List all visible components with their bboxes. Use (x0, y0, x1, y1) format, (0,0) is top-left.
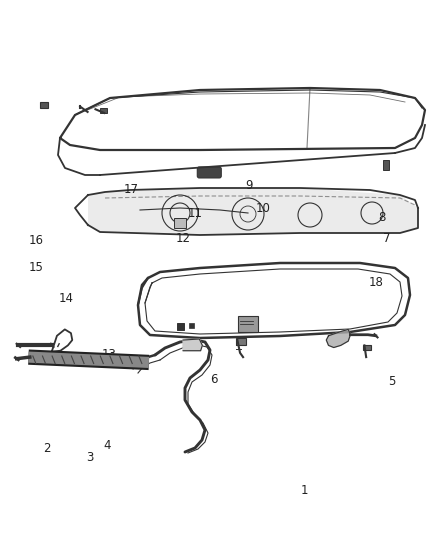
Text: 11: 11 (187, 207, 202, 220)
Text: 13: 13 (101, 348, 116, 361)
Polygon shape (326, 329, 350, 348)
Text: 6: 6 (210, 373, 218, 386)
Text: 8: 8 (378, 211, 385, 224)
Text: 16: 16 (28, 235, 43, 247)
Bar (100, 108, 107, 112)
Text: 12: 12 (176, 232, 191, 245)
Text: 2: 2 (43, 442, 51, 455)
Text: 1: 1 (300, 484, 308, 497)
Bar (363, 345, 371, 350)
Text: 15: 15 (28, 261, 43, 274)
Bar (40, 102, 48, 108)
Text: 7: 7 (382, 232, 390, 245)
Text: 5: 5 (389, 375, 396, 387)
Polygon shape (88, 188, 418, 235)
Bar (189, 323, 194, 328)
Text: 3: 3 (86, 451, 93, 464)
Bar (174, 218, 186, 228)
Bar (236, 338, 246, 345)
Text: 10: 10 (255, 203, 270, 215)
Polygon shape (183, 339, 202, 351)
Text: 18: 18 (368, 276, 383, 289)
Bar (177, 323, 184, 330)
FancyBboxPatch shape (197, 167, 221, 178)
Text: 17: 17 (124, 183, 139, 196)
Text: 4: 4 (103, 439, 111, 452)
Bar (383, 160, 389, 170)
Text: 14: 14 (59, 292, 74, 305)
FancyBboxPatch shape (238, 316, 258, 332)
Text: 9: 9 (245, 179, 253, 192)
